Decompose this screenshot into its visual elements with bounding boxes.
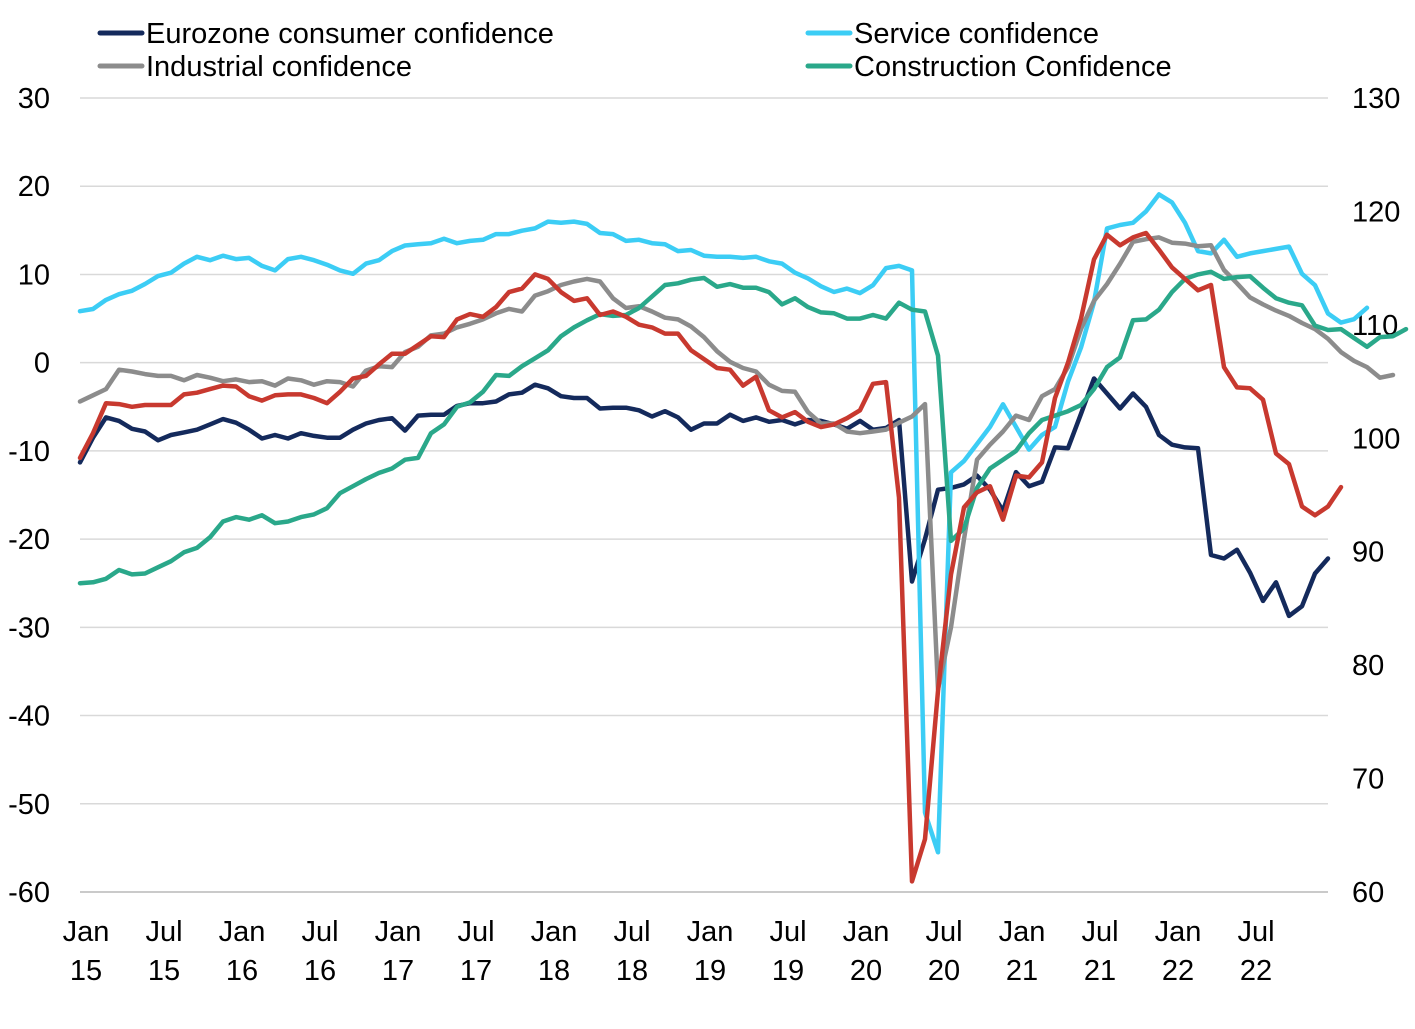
x-tick-month: Jul <box>1081 916 1118 948</box>
series-line-1 <box>77 192 1370 855</box>
x-axis-tick-label: Jan 16 <box>219 916 266 987</box>
x-axis-tick-label: Jan 19 <box>687 916 734 987</box>
x-tick-year: 16 <box>304 955 336 987</box>
x-tick-year: 22 <box>1240 955 1272 987</box>
left-axis-tick-label: -50 <box>8 789 50 821</box>
right-axis-tick-label: 60 <box>1352 877 1384 909</box>
left-axis-tick-label: -40 <box>8 701 50 733</box>
x-tick-month: Jan <box>843 916 890 948</box>
series-line-0 <box>77 376 1331 619</box>
x-tick-year: 21 <box>1006 955 1038 987</box>
x-axis-tick-label: Jan 17 <box>375 916 422 987</box>
x-axis-tick-label: Jul 18 <box>613 916 650 987</box>
x-tick-year: 21 <box>1084 955 1116 987</box>
left-axis-tick-label: -20 <box>8 524 50 556</box>
x-tick-year: 18 <box>616 955 648 987</box>
left-axis-tick-label: 30 <box>18 83 50 115</box>
x-tick-year: 20 <box>928 955 960 987</box>
left-axis-tick-label: 20 <box>18 171 50 203</box>
x-axis-tick-label: Jul 21 <box>1081 916 1118 987</box>
x-axis-tick-label: Jul 15 <box>145 916 182 987</box>
x-axis-tick-label: Jan 22 <box>1155 916 1202 987</box>
x-axis-tick-label: Jan 18 <box>531 916 578 987</box>
axes: 3020100-10-20-30-40-50-60130120110100908… <box>8 83 1400 987</box>
left-axis-tick-label: 0 <box>34 348 50 380</box>
x-tick-month: Jul <box>769 916 806 948</box>
x-tick-month: Jan <box>687 916 734 948</box>
series-line-4 <box>77 230 1344 884</box>
left-axis-tick-label: -60 <box>8 877 50 909</box>
legend: Eurozone consumer confidence Service conf… <box>97 18 1172 83</box>
x-tick-month: Jul <box>457 916 494 948</box>
legend-label: Industrial confidence <box>146 51 412 83</box>
x-tick-year: 22 <box>1162 955 1194 987</box>
x-tick-year: 17 <box>460 955 492 987</box>
x-tick-month: Jan <box>63 916 110 948</box>
x-tick-year: 19 <box>772 955 804 987</box>
legend-label: Eurozone consumer confidence <box>146 18 554 50</box>
legend-label: Construction Confidence <box>854 51 1172 83</box>
x-tick-month: Jan <box>531 916 578 948</box>
x-tick-year: 20 <box>850 955 882 987</box>
x-tick-month: Jan <box>1155 916 1202 948</box>
right-axis-tick-label: 80 <box>1352 650 1384 682</box>
left-axis-tick-label: -10 <box>8 436 50 468</box>
x-tick-month: Jul <box>925 916 962 948</box>
right-axis-tick-label: 120 <box>1352 196 1400 228</box>
x-tick-year: 15 <box>148 955 180 987</box>
series-line-2 <box>77 235 1396 692</box>
x-axis-tick-label: Jul 20 <box>925 916 962 987</box>
right-axis-tick-label: 100 <box>1352 423 1400 455</box>
x-tick-year: 19 <box>694 955 726 987</box>
x-tick-year: 16 <box>226 955 258 987</box>
x-axis-tick-label: Jul 17 <box>457 916 494 987</box>
x-tick-month: Jul <box>1237 916 1274 948</box>
x-axis-tick-label: Jul 19 <box>769 916 806 987</box>
right-axis-tick-label: 90 <box>1352 537 1384 569</box>
x-axis-tick-label: Jan 20 <box>843 916 890 987</box>
x-tick-month: Jan <box>375 916 422 948</box>
series-lines <box>77 192 1409 884</box>
x-tick-month: Jan <box>999 916 1046 948</box>
x-tick-year: 18 <box>538 955 570 987</box>
x-axis-tick-label: Jan 15 <box>63 916 110 987</box>
x-axis-tick-label: Jul 22 <box>1237 916 1274 987</box>
x-axis-tick-label: Jul 16 <box>301 916 338 987</box>
x-tick-year: 15 <box>70 955 102 987</box>
x-axis-tick-label: Jan 21 <box>999 916 1046 987</box>
x-tick-month: Jul <box>145 916 182 948</box>
x-tick-year: 17 <box>382 955 414 987</box>
right-axis-tick-label: 70 <box>1352 764 1384 796</box>
x-tick-month: Jul <box>301 916 338 948</box>
left-axis-tick-label: 10 <box>18 259 50 291</box>
x-tick-month: Jul <box>613 916 650 948</box>
x-tick-month: Jan <box>219 916 266 948</box>
right-axis-tick-label: 130 <box>1352 83 1400 115</box>
left-axis-tick-label: -30 <box>8 612 50 644</box>
legend-label: Service confidence <box>854 18 1099 50</box>
